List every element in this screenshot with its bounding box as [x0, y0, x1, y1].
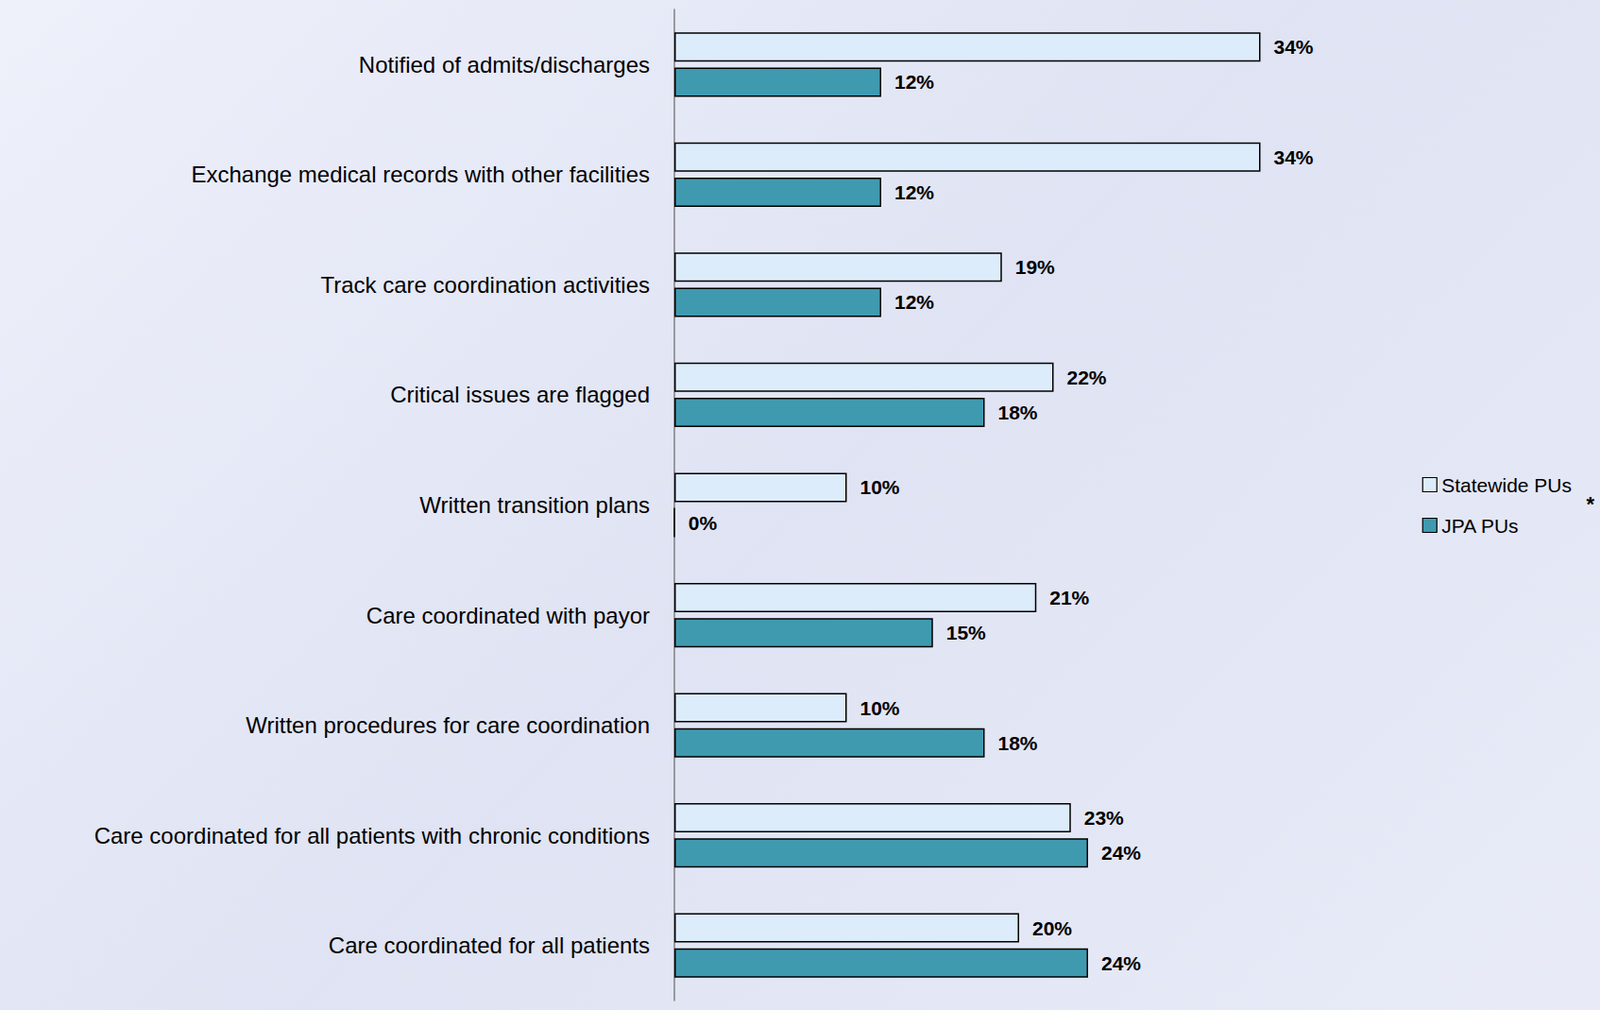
svg-text:34%: 34% [1274, 146, 1314, 169]
svg-text:19%: 19% [1015, 255, 1056, 278]
svg-text:23%: 23% [1084, 806, 1124, 829]
svg-text:Written transition plans: Written transition plans [419, 492, 650, 518]
svg-text:0%: 0% [688, 511, 718, 534]
svg-text:Exchange medical records with: Exchange medical records with other faci… [190, 161, 650, 188]
svg-text:*: * [1585, 492, 1595, 516]
svg-text:12%: 12% [894, 181, 935, 204]
svg-text:Track care coordination activi: Track care coordination activities [320, 272, 650, 298]
svg-text:20%: 20% [1032, 917, 1073, 939]
svg-text:10%: 10% [860, 697, 901, 719]
svg-text:Care coordinated with payor: Care coordinated with payor [366, 602, 650, 629]
svg-text:18%: 18% [998, 401, 1039, 424]
svg-text:Notified of admits/discharges: Notified of admits/discharges [358, 51, 650, 78]
svg-text:10%: 10% [860, 476, 901, 498]
svg-text:15%: 15% [946, 621, 987, 644]
svg-text:12%: 12% [894, 70, 935, 93]
svg-text:18%: 18% [998, 731, 1039, 754]
svg-text:Written procedures for care co: Written procedures for care coordination [245, 712, 650, 738]
svg-text:Critical issues are flagged: Critical issues are flagged [390, 381, 650, 408]
svg-text:22%: 22% [1067, 366, 1107, 389]
svg-text:Statewide PUs: Statewide PUs [1441, 474, 1572, 496]
svg-text:24%: 24% [1101, 952, 1141, 974]
svg-text:21%: 21% [1049, 586, 1090, 609]
svg-text:12%: 12% [894, 290, 935, 313]
svg-text:Care coordinated for all patie: Care coordinated for all patients [328, 932, 650, 958]
svg-text:34%: 34% [1274, 35, 1314, 58]
svg-text:JPA PUs: JPA PUs [1441, 514, 1518, 537]
svg-text:Care coordinated for all patie: Care coordinated for all patients with c… [94, 822, 650, 849]
svg-text:24%: 24% [1101, 841, 1141, 864]
